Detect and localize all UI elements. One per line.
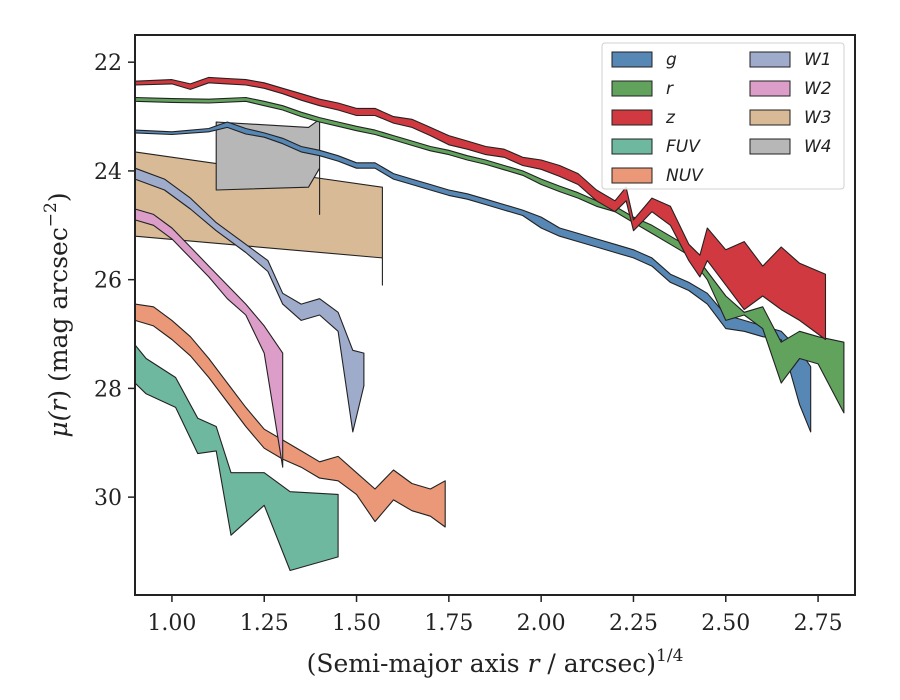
legend-label-w1: W1 [804,50,832,70]
legend-swatch-w1 [749,51,791,68]
legend-swatch-w4 [749,138,791,155]
tick-layer: 1.00 1.25 1.50 1.75 2.00 2.25 2.50 2.75 22 24 26 28… [94,51,843,636]
legend-label-w4: W4 [804,137,832,157]
plot-frame [134,34,856,596]
legend-swatch-fuv [611,138,653,155]
x-tick-label: 2.75 [794,611,843,636]
legend-label-fuv: FUV [666,137,701,157]
y-tick-label: 28 [94,377,122,402]
band-w2 [134,208,284,468]
band-w1 [134,167,365,433]
legend-label-w3: W3 [804,108,832,128]
legend-swatch-w3 [749,109,791,126]
band-z [134,76,827,341]
x-tick-label: 2.00 [517,611,566,636]
x-tick-label: 2.50 [701,611,750,636]
legend-swatch-w2 [749,80,791,97]
legend-label-g: g [666,50,677,70]
legend-label-r: r [666,79,674,99]
legend-swatch-nuv [611,167,653,184]
y-tick-label: 26 [94,269,122,294]
x-tick-label: 2.25 [609,611,658,636]
x-tick-label: 1.50 [332,611,381,636]
x-tick-label: 1.00 [147,611,196,636]
band-layer [134,76,845,572]
band-r [134,96,845,414]
y-axis-label: μ(r) (mag arcsec−2) [41,192,73,437]
x-tick-label: 1.25 [240,611,289,636]
legend-label-z: z [665,108,676,128]
band-nuv [134,303,446,528]
legend: grz FUV NUV W1 W2 W3 W4 [601,42,845,190]
legend-swatch-g [611,51,653,68]
legend-label-nuv: NUV [666,166,704,186]
x-tick-label: 1.75 [424,611,473,636]
legend-label-w2: W2 [804,79,832,99]
legend-swatch-r [611,80,653,97]
y-tick-label: 22 [94,51,122,76]
x-axis-label: (Semi-major axis r / arcsec)1/4 [307,646,684,678]
legend-swatch-z [611,109,653,126]
y-tick-label: 24 [94,160,122,185]
band-g [134,121,812,433]
band-fuv [134,344,339,572]
y-tick-label: 30 [94,486,122,511]
